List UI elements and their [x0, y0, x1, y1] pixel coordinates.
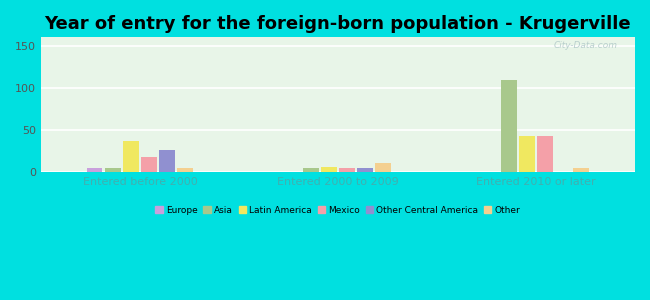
Bar	[573, 167, 590, 172]
Bar	[339, 168, 355, 172]
Bar	[105, 168, 121, 172]
Bar	[86, 168, 103, 172]
Text: City-Data.com: City-Data.com	[553, 41, 618, 50]
Bar	[141, 157, 157, 172]
Bar	[321, 167, 337, 172]
Legend: Europe, Asia, Latin America, Mexico, Other Central America, Other: Europe, Asia, Latin America, Mexico, Oth…	[152, 202, 524, 218]
Bar	[177, 167, 193, 172]
Bar	[123, 141, 139, 172]
Bar	[500, 80, 517, 172]
Bar	[303, 167, 318, 172]
Bar	[519, 136, 535, 172]
Title: Year of entry for the foreign-born population - Krugerville: Year of entry for the foreign-born popul…	[45, 15, 631, 33]
Bar	[357, 168, 373, 172]
Bar	[537, 136, 553, 172]
Bar	[375, 163, 391, 172]
Bar	[159, 150, 175, 172]
